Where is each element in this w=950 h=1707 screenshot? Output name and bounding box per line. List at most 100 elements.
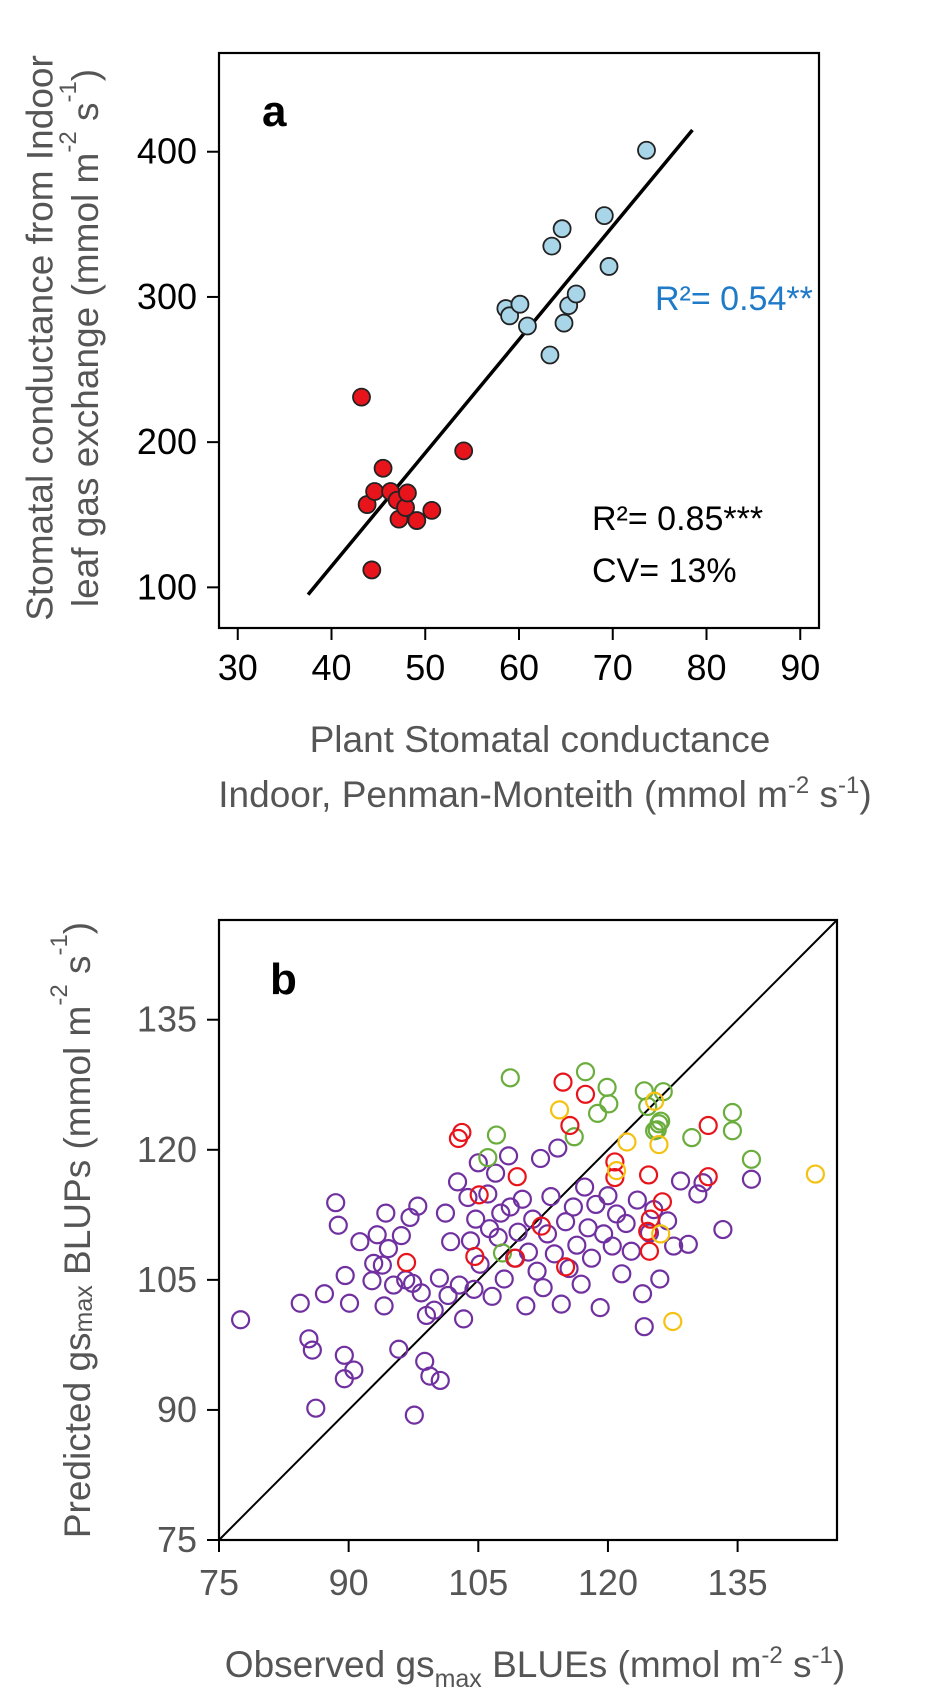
panel-b-point-purple [339, 1293, 360, 1313]
panel-b-point-red [469, 1185, 489, 1205]
panel-b-point-purple [533, 1278, 553, 1298]
panel-a-point-red [398, 483, 417, 503]
panel-a-point-red [407, 511, 427, 530]
panel-b-point-green [647, 1120, 667, 1140]
panel-b-point-purple [616, 1213, 636, 1234]
panel-b-point-purple [404, 1405, 424, 1425]
panel-a-x-ticks: 30 40 50 60 70 80 90 [218, 628, 820, 688]
panel-b-point-red [698, 1115, 718, 1136]
panel-b: 75 90 105 120 135 75 90 105 120 135 b Predicted … [46, 918, 845, 1693]
panel-b-point-purple [374, 1296, 394, 1316]
panel-b-point-red [396, 1252, 417, 1273]
panel-b-point-purple [571, 1274, 591, 1294]
panel-b-point-green [651, 1111, 671, 1131]
panel-b-point-purple [627, 1190, 647, 1210]
panel-b-point-yellow [649, 1134, 669, 1155]
panel-b-point-purple [367, 1225, 387, 1245]
panel-b-point-purple [594, 1224, 614, 1244]
panel-a-ylabel-line1: Stomatal conductance from Indoor [19, 55, 60, 621]
panel-b-point-purple [411, 1283, 431, 1303]
panel-b-point-purple [458, 1187, 478, 1208]
panel-b-ylabel: Predicted gsmax BLUPs (mmol m-2 s-1) [46, 922, 99, 1538]
panel-a-ylabel: Stomatal conductance from Indoor leaf ga… [19, 55, 106, 621]
panel-a-point-blue [510, 294, 530, 314]
panel-b-point-purple [478, 1184, 498, 1204]
panel-a-point-blue [518, 316, 537, 336]
panel-a-point-red [352, 387, 371, 407]
panel-b-letter: b [270, 955, 297, 1004]
panel-a-xtick-label: 40 [311, 647, 351, 688]
panel-b-point-purple [498, 1146, 519, 1166]
panel-b-point-purple [485, 1163, 506, 1183]
panel-b-point-purple [544, 1244, 564, 1264]
panel-b-ytick-label: 135 [137, 999, 197, 1040]
panel-b-point-red [505, 1248, 526, 1268]
panel-b-point-yellow [805, 1164, 825, 1184]
panel-b-point-purple [586, 1194, 606, 1215]
panel-a-point-blue [500, 306, 520, 326]
panel-a-ytick-label: 200 [137, 421, 197, 462]
panel-b-point-purple [378, 1239, 399, 1259]
panel-b-point-red [698, 1167, 718, 1187]
panel-b-point-red [605, 1167, 625, 1188]
panel-a-xtick-label: 50 [405, 647, 445, 688]
panel-b-xtick-label: 90 [329, 1562, 369, 1603]
panel-b-point-purple [408, 1196, 428, 1216]
panel-b-point-red [638, 1165, 659, 1185]
panel-a-point-red [365, 482, 385, 501]
panel-b-xtick-label: 135 [708, 1562, 768, 1603]
panel-b-point-purple [420, 1366, 440, 1386]
panel-b-point-green [722, 1121, 743, 1141]
panel-b-xtick-label: 105 [448, 1562, 508, 1603]
panel-b-point-purple [527, 1261, 547, 1281]
panel-a-letter: a [262, 87, 287, 136]
panel-b-point-yellow [549, 1100, 570, 1120]
panel-b-point-purple [435, 1203, 456, 1223]
panel-b-point-purple [466, 1209, 486, 1229]
panel-b-ytick-label: 75 [157, 1519, 197, 1560]
panel-a-point-blue [554, 313, 574, 333]
panel-b-point-yellow [663, 1311, 683, 1332]
panel-b-point-green [492, 1243, 513, 1263]
panel-b-point-purple [563, 1197, 583, 1217]
panel-b-point-green [575, 1062, 596, 1082]
panel-a-xtick-label: 70 [593, 647, 633, 688]
panel-a-ytick-label: 100 [137, 566, 197, 607]
panel-b-point-green [682, 1128, 702, 1148]
panel-b-point-red [465, 1246, 485, 1267]
panel-a-xlabel-line2: Indoor, Penman-Monteith (mmol m-2 s-1) [218, 772, 871, 815]
panel-b-point-yellow [651, 1224, 671, 1244]
panel-b-point-red [555, 1257, 576, 1277]
panel-a-cv: CV= 13% [592, 552, 737, 590]
panel-b-point-purple [391, 1226, 411, 1246]
panel-b-point-purple [383, 1275, 404, 1295]
panel-a-xlabel-line1: Plant Stomatal conductance [310, 719, 771, 760]
panel-b-point-purple [581, 1248, 602, 1268]
panel-a-point-blue [594, 206, 614, 226]
panel-b-point-purple [578, 1218, 598, 1238]
panel-b-point-purple [693, 1173, 713, 1193]
panel-a: 100 200 300 400 30 40 50 60 70 80 90 a R²= 0.54**… [19, 51, 872, 815]
panel-a-point-red [454, 441, 474, 461]
panel-b-point-purple [376, 1203, 396, 1223]
panel-b-point-red [553, 1072, 573, 1092]
panel-b-point-green [599, 1094, 619, 1114]
panel-a-xtick-label: 60 [499, 647, 539, 688]
panel-b-point-green [500, 1068, 520, 1088]
panel-b-point-purple [551, 1294, 571, 1314]
panel-b-point-red [605, 1152, 625, 1172]
panel-b-point-purple [567, 1235, 587, 1255]
panel-b-point-purple [632, 1284, 653, 1304]
panel-b-point-purple [447, 1172, 468, 1192]
panel-b-ytick-label: 105 [137, 1259, 197, 1300]
panel-b-point-purple [468, 1153, 488, 1173]
panel-b-point-purple [590, 1298, 610, 1318]
panel-b-point-red [652, 1192, 673, 1212]
panel-b-point-purple [512, 1189, 532, 1209]
panel-b-point-yellow [645, 1091, 665, 1111]
panel-b-frame [217, 918, 839, 1542]
panel-b-point-purple [639, 1223, 660, 1243]
panel-b-point-red [507, 1167, 527, 1187]
panel-b-point-purple [430, 1370, 450, 1391]
